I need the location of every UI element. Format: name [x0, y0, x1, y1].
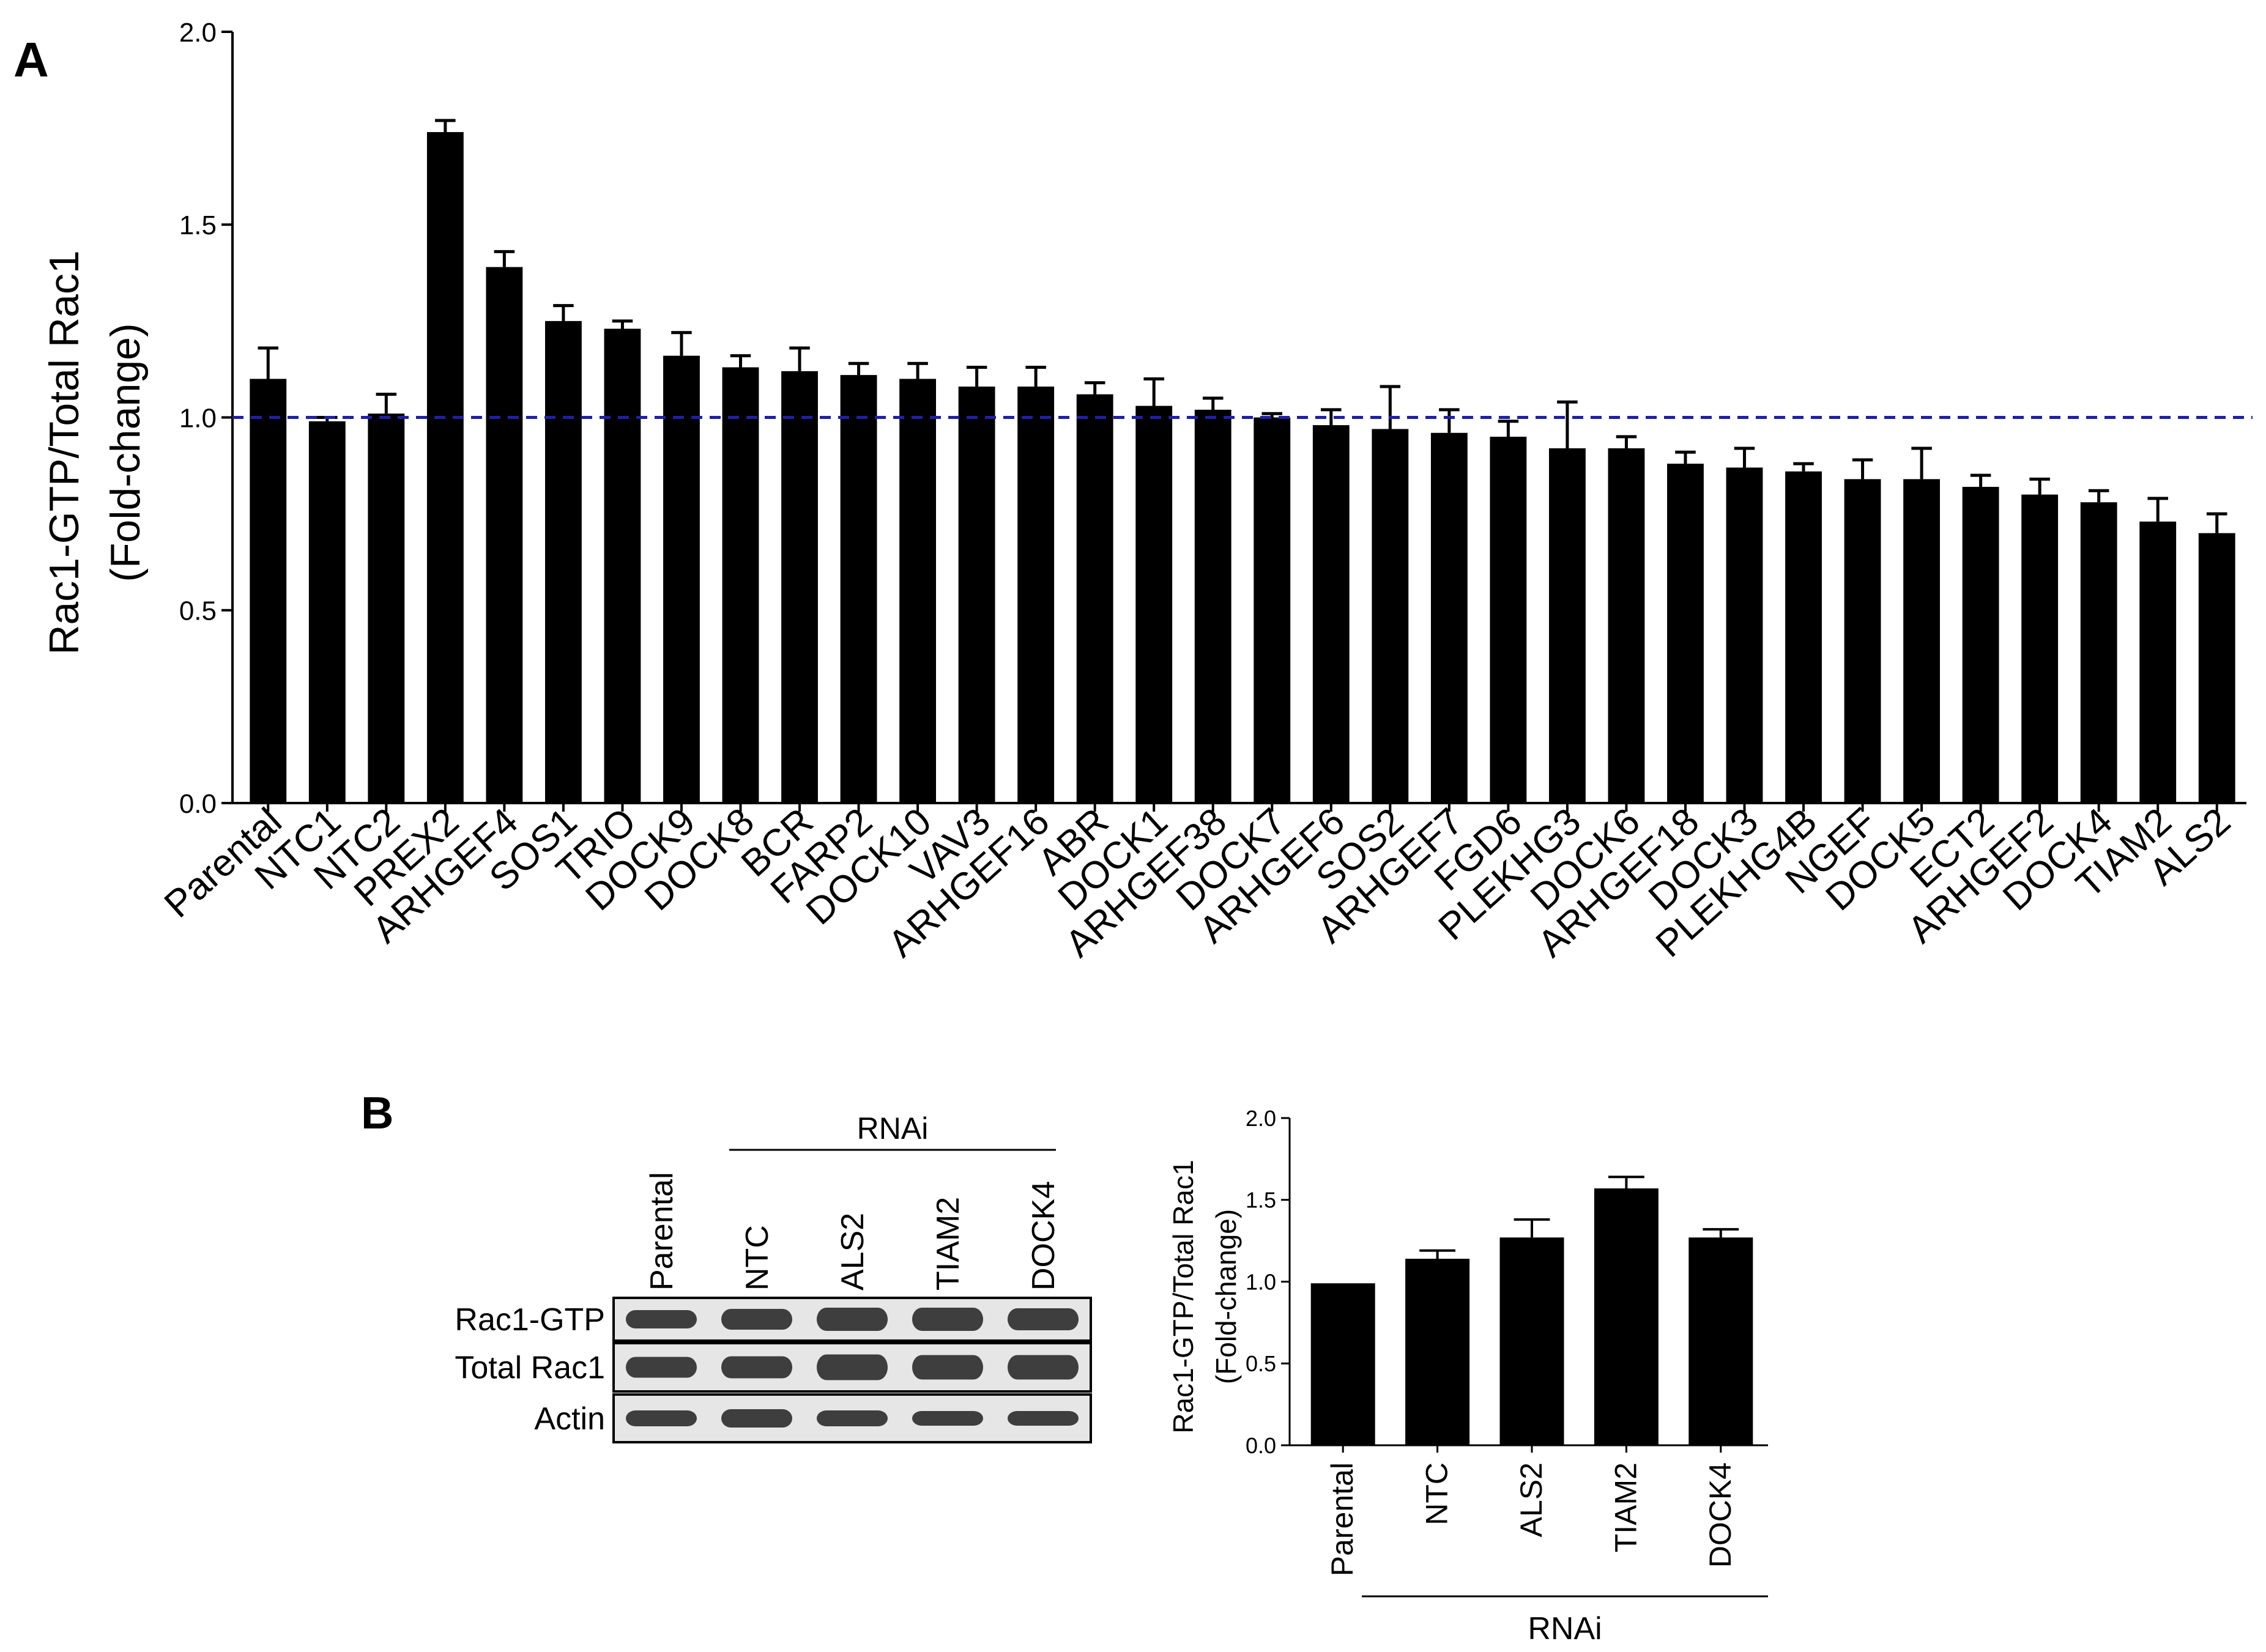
blot-lane-label: NTC [740, 1225, 775, 1291]
undefined-bar [1903, 479, 1941, 803]
chart-b-y-axis-label: Rac1-GTP/Total Rac1 [1167, 1160, 1199, 1433]
undefined-y-tick-label: 0.5 [179, 596, 217, 626]
chart-b-category-label: NTC [1420, 1462, 1454, 1525]
undefined-bar [1726, 467, 1763, 803]
blot-band [1008, 1355, 1079, 1380]
chart-b-bar-chart: Rac1-GTP/Total Rac1 (Fold-change) 0.0 0.5… [1167, 1106, 1768, 1646]
blot-row-label: Total Rac1 [455, 1350, 605, 1386]
undefined-bar [1017, 387, 1055, 803]
chart-b-bar [1310, 1283, 1375, 1445]
blot-band [817, 1410, 888, 1426]
blot-lane-label: Parental [644, 1172, 680, 1291]
blot-band [817, 1308, 888, 1331]
blot-band [912, 1308, 983, 1331]
undefined-bar [1548, 448, 1586, 803]
blot-band [1008, 1308, 1079, 1330]
undefined-bar [2198, 533, 2235, 803]
undefined-bar [1194, 409, 1231, 803]
blot-band [912, 1411, 983, 1426]
blot-band [626, 1310, 697, 1328]
blot-band [721, 1409, 792, 1428]
blot-lane-label: ALS2 [835, 1213, 871, 1291]
blot-band [912, 1355, 983, 1380]
blot-row-label: Rac1-GTP [455, 1302, 605, 1338]
undefined-bar [250, 379, 287, 803]
chart-b-y-tick-label: 0.5 [1246, 1351, 1276, 1376]
undefined-bar [1135, 406, 1173, 803]
chart-a-y-axis-label: Rac1-GTP/Total Rac1 [41, 250, 87, 654]
undefined-y-tick-label: 1.5 [179, 210, 217, 240]
chart-b-bar [1499, 1237, 1564, 1445]
chart-a-bar-chart: Rac1-GTP/Total Rac1 (Fold-change) 0.0 0.5… [41, 18, 2253, 965]
undefined-bar [899, 379, 937, 803]
undefined-bar [781, 371, 818, 803]
blot-band [626, 1357, 697, 1378]
undefined-bar [308, 421, 346, 803]
chart-b-category-label: Parental [1325, 1462, 1359, 1576]
undefined-bar [1076, 394, 1113, 803]
undefined-bar [1312, 425, 1350, 803]
chart-b-bar [1594, 1188, 1659, 1445]
chart-b-rnai-label: RNAi [1528, 1611, 1602, 1646]
undefined-bar [722, 367, 759, 803]
panel-b-letter: B [361, 1087, 393, 1138]
undefined-bar [958, 387, 995, 803]
undefined-bar [1490, 437, 1527, 803]
undefined-bar [840, 375, 877, 803]
panel-a-letter: A [13, 32, 49, 87]
undefined-y-tick-label: 0.0 [179, 789, 217, 819]
undefined-bar [1608, 448, 1645, 803]
chart-b-y-tick-label: 0.0 [1246, 1433, 1276, 1458]
undefined-bar [1254, 417, 1291, 803]
blot-lane-label: TIAM2 [931, 1197, 966, 1291]
undefined-bar [1372, 429, 1409, 803]
chart-b-y-tick-label: 1.5 [1246, 1188, 1276, 1213]
undefined-bar [663, 355, 700, 803]
blot-lane-label: DOCK4 [1026, 1181, 1061, 1291]
blot-row-label: Actin [534, 1401, 605, 1437]
undefined-bar [544, 320, 582, 803]
western-blot: RNAi Parental NTC ALS2 TIAM2 DOCK4 Rac1-GTP Tot… [455, 1111, 1092, 1443]
chart-a-y-axis-label-units: (Fold-change) [102, 323, 149, 582]
undefined-bar [604, 328, 641, 803]
undefined-bar [2021, 494, 2059, 803]
blot-band [626, 1410, 697, 1426]
chart-b-y-axis-label-units: (Fold-change) [1210, 1209, 1242, 1384]
chart-b-marks: 0.0 0.5 1.0 1.5 2.0 Parental NTC ALS2 TIAM2 DOCK4… [1246, 1106, 1768, 1646]
chart-b-bar [1405, 1259, 1470, 1445]
undefined-bar [1844, 479, 1881, 803]
chart-b-bar [1688, 1237, 1753, 1445]
undefined-bar [2080, 502, 2117, 803]
undefined-bar [1667, 464, 1704, 803]
undefined-bar [426, 131, 464, 804]
undefined-bar [2139, 521, 2177, 803]
undefined-bar [1962, 486, 1999, 803]
chart-b-y-tick-label: 2.0 [1246, 1106, 1276, 1131]
blot-rnai-label: RNAi [857, 1111, 929, 1146]
undefined-bar [1785, 471, 1822, 803]
chart-b-category-label: DOCK4 [1703, 1462, 1737, 1568]
chart-b-y-tick-label: 1.0 [1246, 1269, 1276, 1294]
undefined-y-tick-label: 1.0 [179, 403, 217, 433]
undefined-y-tick-label: 2.0 [179, 18, 217, 48]
chart-a-marks: 0.00.51.01.52.0ParentalNTC1NTC2PREX2ARHG… [157, 18, 2253, 965]
blot-band [1008, 1411, 1079, 1426]
undefined-bar [368, 413, 405, 803]
blot-band [721, 1356, 792, 1379]
blot-band [817, 1354, 888, 1380]
chart-b-category-label: ALS2 [1514, 1462, 1548, 1537]
blot-band [721, 1309, 792, 1330]
undefined-bar [1430, 432, 1468, 803]
undefined-bar [486, 267, 523, 804]
chart-b-category-label: TIAM2 [1608, 1462, 1643, 1552]
